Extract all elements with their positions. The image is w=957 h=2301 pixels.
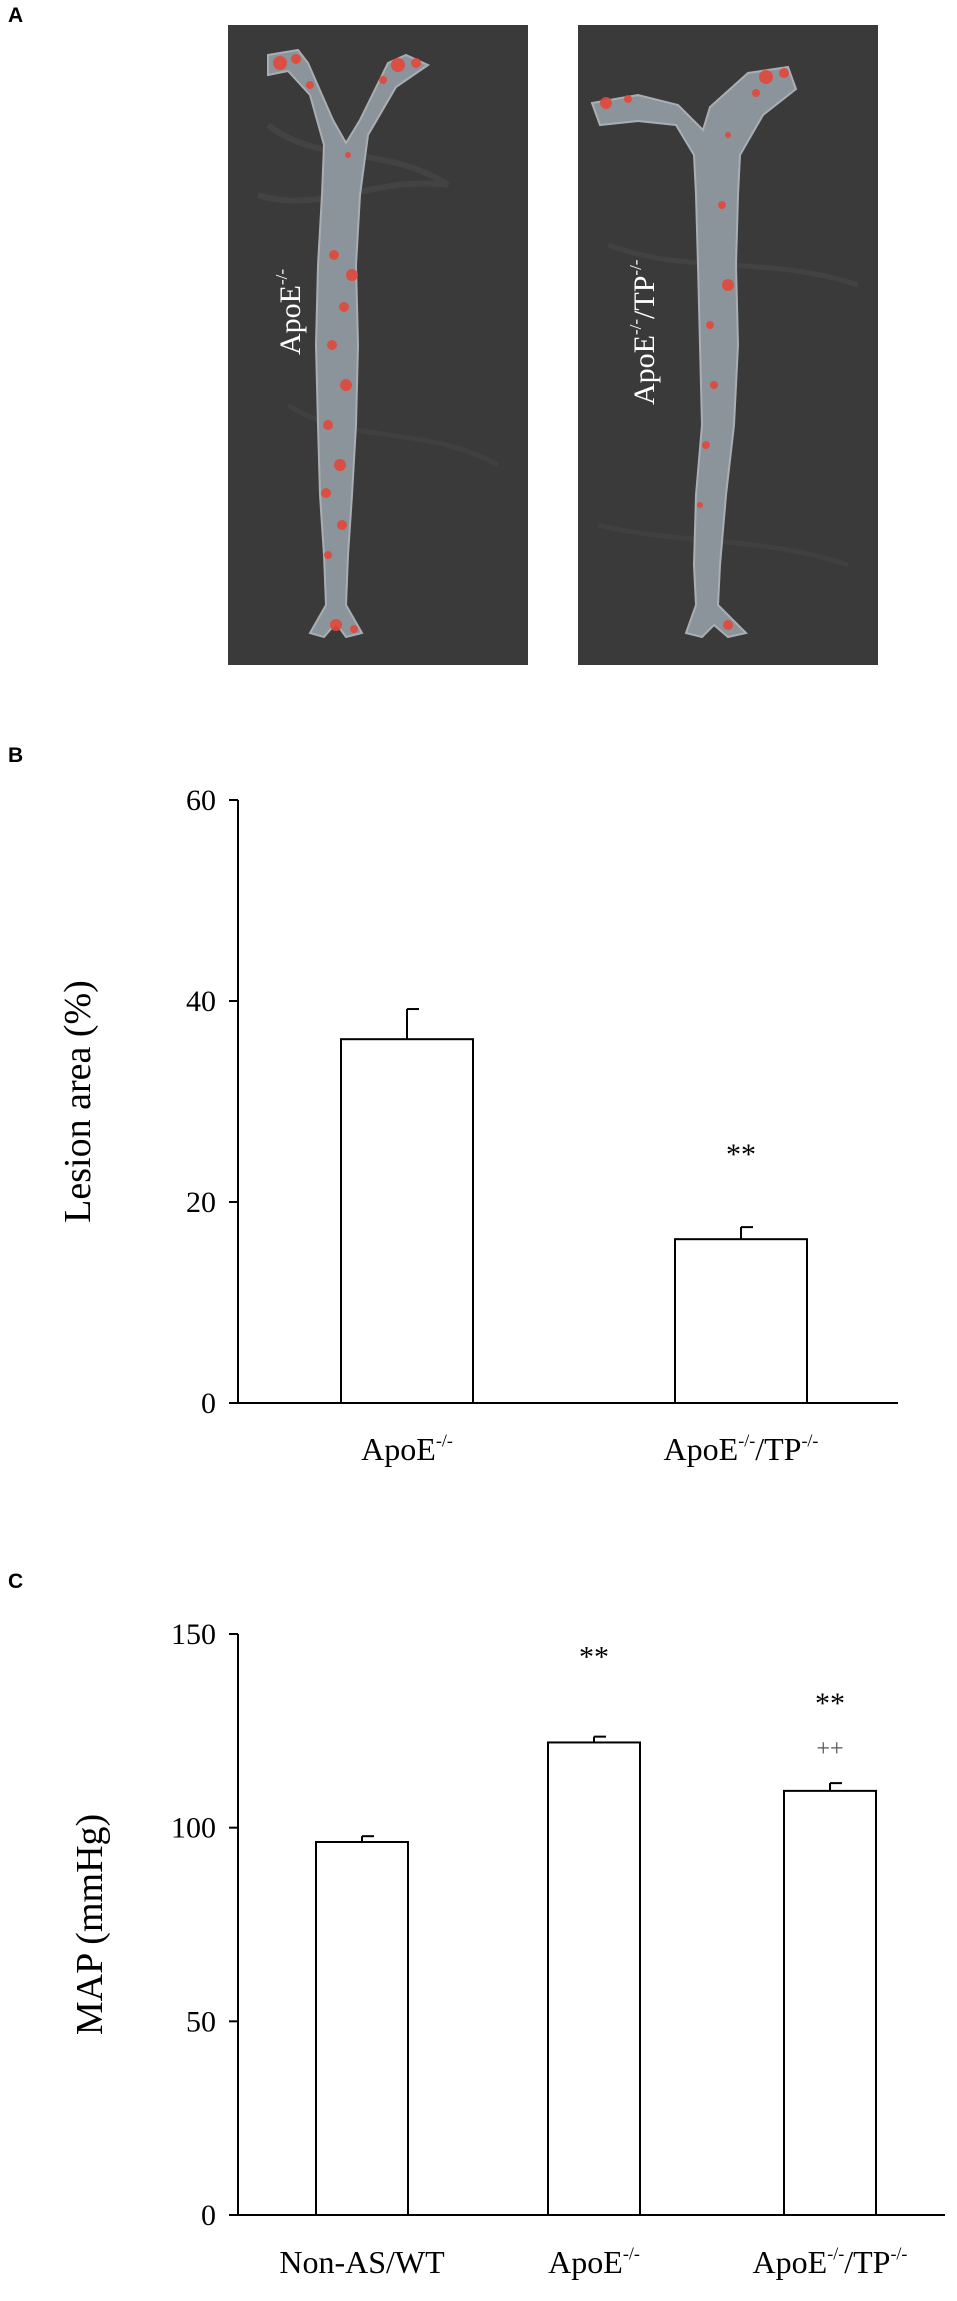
y-axis-label: Lesion area (%) <box>57 980 99 1223</box>
panel-label-b: B <box>8 744 24 767</box>
y-tick-label: 40 <box>186 985 216 1018</box>
x-tick-label-base: Non-AS/WT <box>279 2244 445 2280</box>
x-tick-label-base: ApoE <box>361 1431 436 1467</box>
x-tick-label-base: ApoE <box>548 2244 623 2280</box>
x-tick-label-mid: /TP <box>844 2244 890 2280</box>
aorta-tissue <box>590 65 798 639</box>
x-tick-label-sup: -/- <box>436 1431 453 1451</box>
x-tick-label: ApoE-/- <box>548 2244 640 2280</box>
photo-background <box>228 25 528 665</box>
lesion-spots <box>600 68 789 630</box>
y-tick-label: 150 <box>171 1618 216 1651</box>
panel-label-a: A <box>8 4 24 27</box>
x-tick-label-sup: -/- <box>623 2244 640 2264</box>
x-tick-label-base: ApoE <box>753 2244 828 2280</box>
significance-label: ** <box>579 1641 609 1674</box>
significance-label: ** <box>815 1687 845 1720</box>
x-tick-label-sup2: -/- <box>890 2244 907 2264</box>
aorta-photo-apoe-tp: ApoE-/-/TP-/- <box>578 25 878 665</box>
x-tick-label-sup2: -/- <box>801 1431 818 1451</box>
bar <box>674 1238 808 1404</box>
x-tick-label-mid: /TP <box>755 1431 801 1467</box>
photo-label-apoe: ApoE-/- <box>272 269 307 355</box>
y-tick-label: 60 <box>186 784 216 817</box>
x-tick-label-sup: -/- <box>738 1431 755 1451</box>
x-tick-label: ApoE-/- <box>361 1431 453 1467</box>
x-tick-label: Non-AS/WT <box>279 2244 445 2280</box>
x-tick-label-base: ApoE <box>664 1431 739 1467</box>
aorta-photo-apoe: ApoE-/- <box>228 25 528 665</box>
y-tick-label: 100 <box>171 1812 216 1845</box>
lesion-spots <box>273 54 421 633</box>
y-tick-label: 50 <box>186 2005 216 2038</box>
x-tick-label-sup: -/- <box>827 2244 844 2264</box>
x-tick-label: ApoE-/-/TP-/- <box>664 1431 819 1467</box>
y-tick-label: 20 <box>186 1186 216 1219</box>
panel-label-c: C <box>8 1570 24 1593</box>
significance-label-2: ++ <box>816 1736 843 1762</box>
bar <box>783 1789 877 2216</box>
bar <box>340 1038 474 1404</box>
aorta-tissue <box>267 48 431 639</box>
y-tick-label: 0 <box>201 1387 216 1420</box>
y-axis-label: MAP (mmHg) <box>69 1814 111 2035</box>
y-tick-label: 0 <box>201 2199 216 2232</box>
bar <box>315 1840 409 2217</box>
photo-label-apoe-tp: ApoE-/-/TP-/- <box>626 259 661 405</box>
bar <box>547 1741 641 2216</box>
significance-label: ** <box>726 1138 756 1171</box>
x-tick-label: ApoE-/-/TP-/- <box>753 2244 908 2280</box>
